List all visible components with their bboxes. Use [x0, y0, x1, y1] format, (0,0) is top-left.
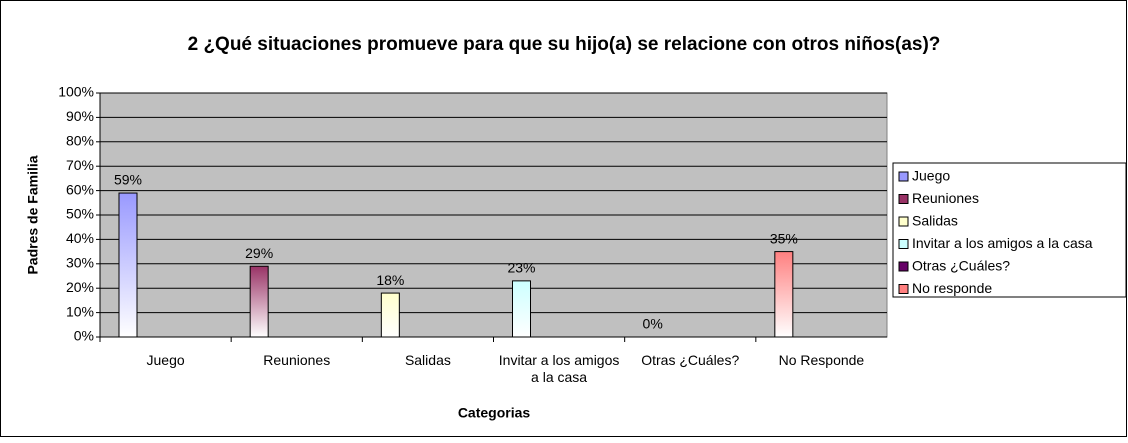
x-tick-label-box: Otras ¿Cuáles?	[641, 352, 740, 368]
legend-swatch	[898, 216, 909, 227]
x-tick-label-box: Salidas	[404, 352, 451, 368]
legend-swatch	[898, 261, 909, 272]
x-tick-label: Juego	[146, 352, 185, 368]
y-tick-label: 10%	[66, 303, 94, 319]
y-tick-label: 90%	[66, 108, 94, 124]
y-tick-label: 20%	[66, 279, 94, 295]
y-tick-label: 80%	[66, 133, 94, 149]
y-tick-label: 60%	[66, 181, 94, 197]
x-tick-label: Otras ¿Cuáles?	[641, 352, 740, 368]
legend-swatch	[898, 284, 909, 294]
legend-swatch	[898, 239, 909, 249]
data-label: 35%	[770, 230, 798, 246]
x-tick-label-box: Juego	[146, 352, 185, 368]
y-tick-label: 100%	[58, 84, 94, 100]
y-tick-label: 50%	[66, 206, 94, 222]
data-label: 0%	[643, 316, 663, 332]
x-tick-label: No Responde	[778, 352, 865, 368]
legend-label: Juego	[912, 168, 950, 184]
legend-label: Salidas	[912, 213, 958, 229]
bar	[380, 292, 400, 338]
x-tick-label-box: No Responde	[778, 352, 865, 368]
y-tick-label: 70%	[66, 157, 94, 173]
bar	[118, 192, 138, 338]
x-tick-label-box: Invitar a los amigos a la casa	[498, 352, 620, 385]
chart-title: 2 ¿Qué situaciones promueve para que su …	[188, 34, 941, 55]
x-tick-label-box: Reuniones	[263, 352, 331, 368]
bar	[512, 280, 531, 338]
legend-swatch	[898, 171, 909, 182]
bar	[774, 251, 794, 338]
legend-swatch	[898, 194, 909, 204]
y-tick-label: 40%	[66, 230, 94, 246]
legend-label: Otras ¿Cuáles?	[912, 258, 1010, 274]
legend	[892, 162, 1127, 298]
bar	[249, 265, 269, 338]
y-axis-label: Padres de Familia	[25, 155, 41, 274]
y-tick-label: 0%	[74, 328, 94, 344]
x-tick-label: Salidas	[404, 352, 451, 368]
x-axis-label: Categorias	[458, 405, 531, 421]
data-label: 59%	[114, 172, 142, 188]
data-label: 18%	[376, 272, 404, 288]
data-label: 29%	[245, 245, 273, 261]
y-tick-label: 30%	[66, 255, 94, 271]
x-tick-label: Invitar a los amigos a la casa	[498, 352, 620, 385]
x-tick-label: Reuniones	[263, 352, 331, 368]
legend-label: No responde	[912, 280, 992, 296]
data-label: 23%	[507, 260, 535, 276]
legend-label: Invitar a los amigos a la casa	[912, 235, 1093, 251]
legend-label: Reuniones	[912, 190, 979, 206]
